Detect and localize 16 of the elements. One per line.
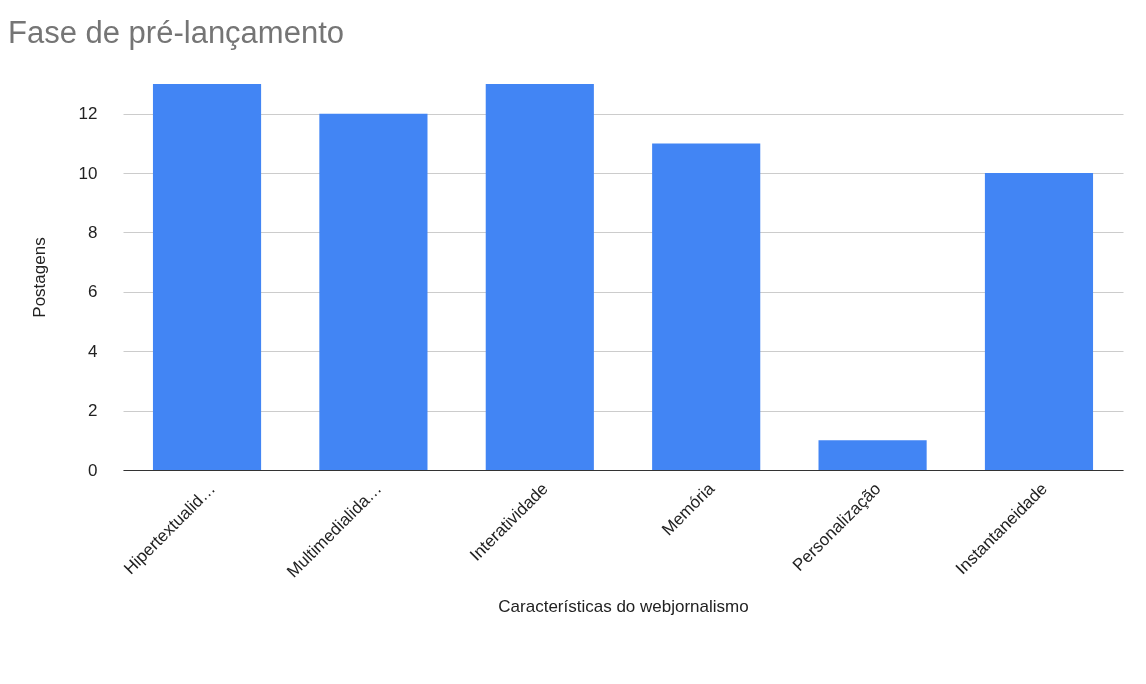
y-tick-label: 0	[88, 460, 98, 480]
bar	[652, 143, 761, 470]
chart-title: Fase de pré-lançamento	[8, 15, 345, 50]
y-tick-label: 2	[88, 401, 98, 421]
bar	[818, 440, 927, 470]
bar	[984, 173, 1094, 470]
bar	[152, 84, 262, 470]
bar	[485, 84, 594, 470]
y-axis-title: Postagens	[29, 237, 49, 318]
y-tick-label: 10	[78, 163, 98, 183]
y-tick-label: 12	[78, 104, 98, 124]
y-tick-label: 6	[88, 282, 98, 302]
x-axis-title: Características do webjornalismo	[498, 596, 749, 616]
bar	[319, 113, 428, 470]
y-tick-label: 4	[88, 341, 98, 361]
y-tick-label: 8	[88, 222, 98, 242]
